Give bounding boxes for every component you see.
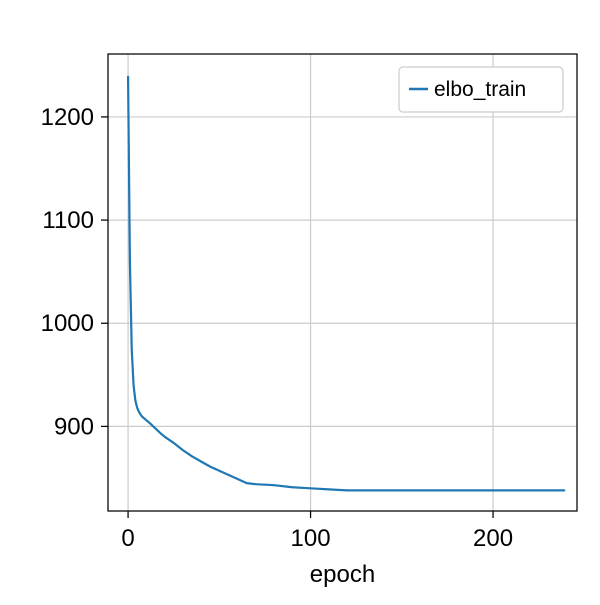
series-line-elbo-train — [126, 75, 566, 492]
legend-label-elbo-train: elbo_train — [434, 78, 526, 101]
y-tick-label-900: 900 — [54, 413, 94, 440]
grid — [108, 54, 577, 511]
x-axis-label: epoch — [310, 561, 375, 588]
legend-box — [398, 66, 564, 113]
plot-area — [108, 54, 577, 511]
ticks: 0 100 200 900 1000 1100 1200 — [41, 104, 513, 552]
y-tick-label-1000: 1000 — [41, 310, 94, 337]
series-layer — [126, 75, 566, 492]
y-tick-label-1200: 1200 — [41, 104, 94, 131]
legend: elbo_train — [398, 66, 564, 113]
y-tick-label-1100: 1100 — [42, 207, 94, 234]
x-tick-label-0: 0 — [121, 525, 134, 552]
x-tick-label-200: 200 — [473, 525, 513, 552]
x-tick-label-100: 100 — [291, 525, 331, 552]
plot-frame — [107, 53, 578, 512]
